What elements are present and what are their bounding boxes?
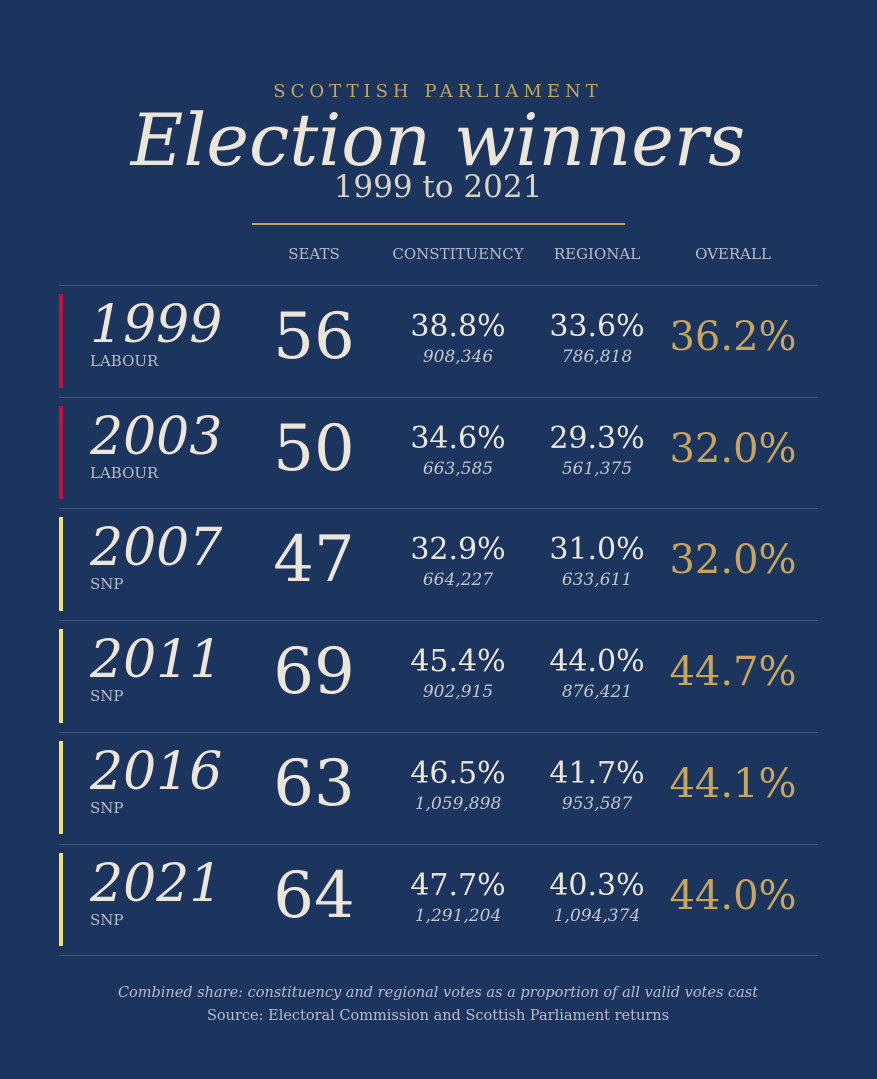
constituency-votes: 908,346 bbox=[422, 347, 494, 367]
kicker: SCOTTISH PARLIAMENT bbox=[273, 81, 603, 102]
regional-votes: 953,587 bbox=[561, 793, 633, 814]
title: Election winners bbox=[130, 98, 746, 182]
row-rule bbox=[59, 508, 818, 509]
overall-share: 44.0% bbox=[669, 872, 797, 919]
constituency-votes: 1,291,204 bbox=[414, 905, 502, 926]
overall-share: 44.1% bbox=[669, 760, 797, 807]
overall-share: 32.0% bbox=[669, 425, 797, 472]
party-bar bbox=[59, 852, 63, 947]
footer-source: Source: Electoral Commission and Scottis… bbox=[206, 1008, 670, 1024]
regional-share: 29.3% bbox=[549, 420, 645, 456]
row-rule bbox=[59, 955, 818, 956]
regional-share: 41.7% bbox=[549, 755, 645, 791]
regional-votes: 786,818 bbox=[561, 347, 633, 367]
overall-share: 44.7% bbox=[669, 649, 797, 696]
party: SNP bbox=[90, 575, 124, 594]
seats: 64 bbox=[273, 858, 355, 933]
party: SNP bbox=[90, 798, 124, 817]
column-header: REGIONAL bbox=[553, 245, 641, 263]
year: 2021 bbox=[90, 853, 223, 914]
regional-votes: 876,421 bbox=[561, 682, 633, 703]
regional-votes: 561,375 bbox=[561, 458, 633, 479]
year: 1999 bbox=[90, 295, 223, 355]
overall-share: 32.0% bbox=[669, 537, 797, 584]
seats: 69 bbox=[273, 635, 355, 710]
constituency-share: 34.6% bbox=[410, 420, 506, 456]
column-header: CONSTITUENCY bbox=[392, 245, 524, 263]
year: 2016 bbox=[90, 741, 223, 802]
constituency-share: 46.5% bbox=[410, 755, 506, 791]
regional-votes: 1,094,374 bbox=[553, 905, 641, 926]
constituency-votes: 902,915 bbox=[422, 682, 494, 703]
column-header: SEATS bbox=[288, 245, 340, 263]
footer-note: Combined share: constituency and regiona… bbox=[117, 985, 759, 1001]
regional-share: 31.0% bbox=[549, 532, 645, 568]
seats: 63 bbox=[273, 746, 355, 821]
constituency-share: 32.9% bbox=[410, 532, 506, 568]
year: 2011 bbox=[90, 630, 223, 691]
divider bbox=[252, 223, 625, 225]
party-bar bbox=[59, 294, 63, 388]
party-bar bbox=[59, 629, 63, 723]
party: SNP bbox=[90, 687, 124, 706]
party: LABOUR bbox=[90, 463, 159, 482]
row-rule bbox=[59, 844, 818, 845]
regional-share: 44.0% bbox=[549, 644, 645, 680]
seats: 56 bbox=[273, 300, 355, 374]
regional-votes: 633,611 bbox=[561, 570, 633, 591]
column-header: OVERALL bbox=[695, 245, 771, 263]
subtitle: 1999 to 2021 bbox=[333, 169, 543, 205]
row-rule bbox=[59, 732, 818, 733]
row-rule bbox=[59, 620, 818, 621]
row-rule bbox=[59, 285, 818, 286]
seats: 47 bbox=[273, 523, 355, 598]
constituency-share: 38.8% bbox=[410, 309, 506, 344]
constituency-share: 47.7% bbox=[410, 867, 506, 903]
seats: 50 bbox=[273, 411, 355, 486]
overall-share: 36.2% bbox=[669, 314, 797, 360]
constituency-votes: 664,227 bbox=[422, 570, 494, 591]
party-bar bbox=[59, 405, 63, 500]
constituency-votes: 1,059,898 bbox=[414, 793, 502, 814]
constituency-share: 45.4% bbox=[410, 644, 506, 680]
regional-share: 40.3% bbox=[549, 867, 645, 903]
constituency-votes: 663,585 bbox=[422, 458, 494, 479]
party: SNP bbox=[90, 910, 124, 929]
regional-share: 33.6% bbox=[549, 309, 645, 344]
year: 2003 bbox=[90, 406, 223, 467]
party-bar bbox=[59, 517, 63, 612]
year: 2007 bbox=[90, 518, 223, 579]
party-bar bbox=[59, 740, 63, 835]
party: LABOUR bbox=[90, 352, 159, 370]
row-rule bbox=[59, 397, 818, 398]
